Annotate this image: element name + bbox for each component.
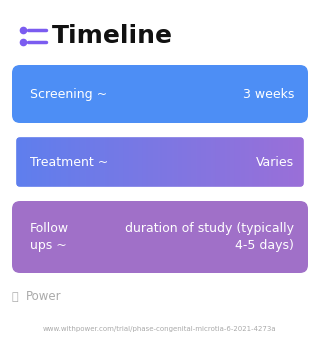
Text: Varies: Varies: [256, 155, 294, 169]
FancyBboxPatch shape: [12, 201, 308, 273]
Text: duration of study (typically
4-5 days): duration of study (typically 4-5 days): [125, 222, 294, 252]
Text: Timeline: Timeline: [52, 24, 173, 48]
Text: Power: Power: [26, 290, 62, 304]
Text: Screening ~: Screening ~: [30, 87, 107, 101]
Text: www.withpower.com/trial/phase-congenital-microtia-6-2021-4273a: www.withpower.com/trial/phase-congenital…: [43, 326, 277, 332]
FancyBboxPatch shape: [12, 65, 308, 123]
Text: ⛉: ⛉: [12, 292, 19, 302]
Text: 3 weeks: 3 weeks: [243, 87, 294, 101]
Text: Follow
ups ~: Follow ups ~: [30, 222, 69, 252]
Text: Treatment ~: Treatment ~: [30, 155, 108, 169]
